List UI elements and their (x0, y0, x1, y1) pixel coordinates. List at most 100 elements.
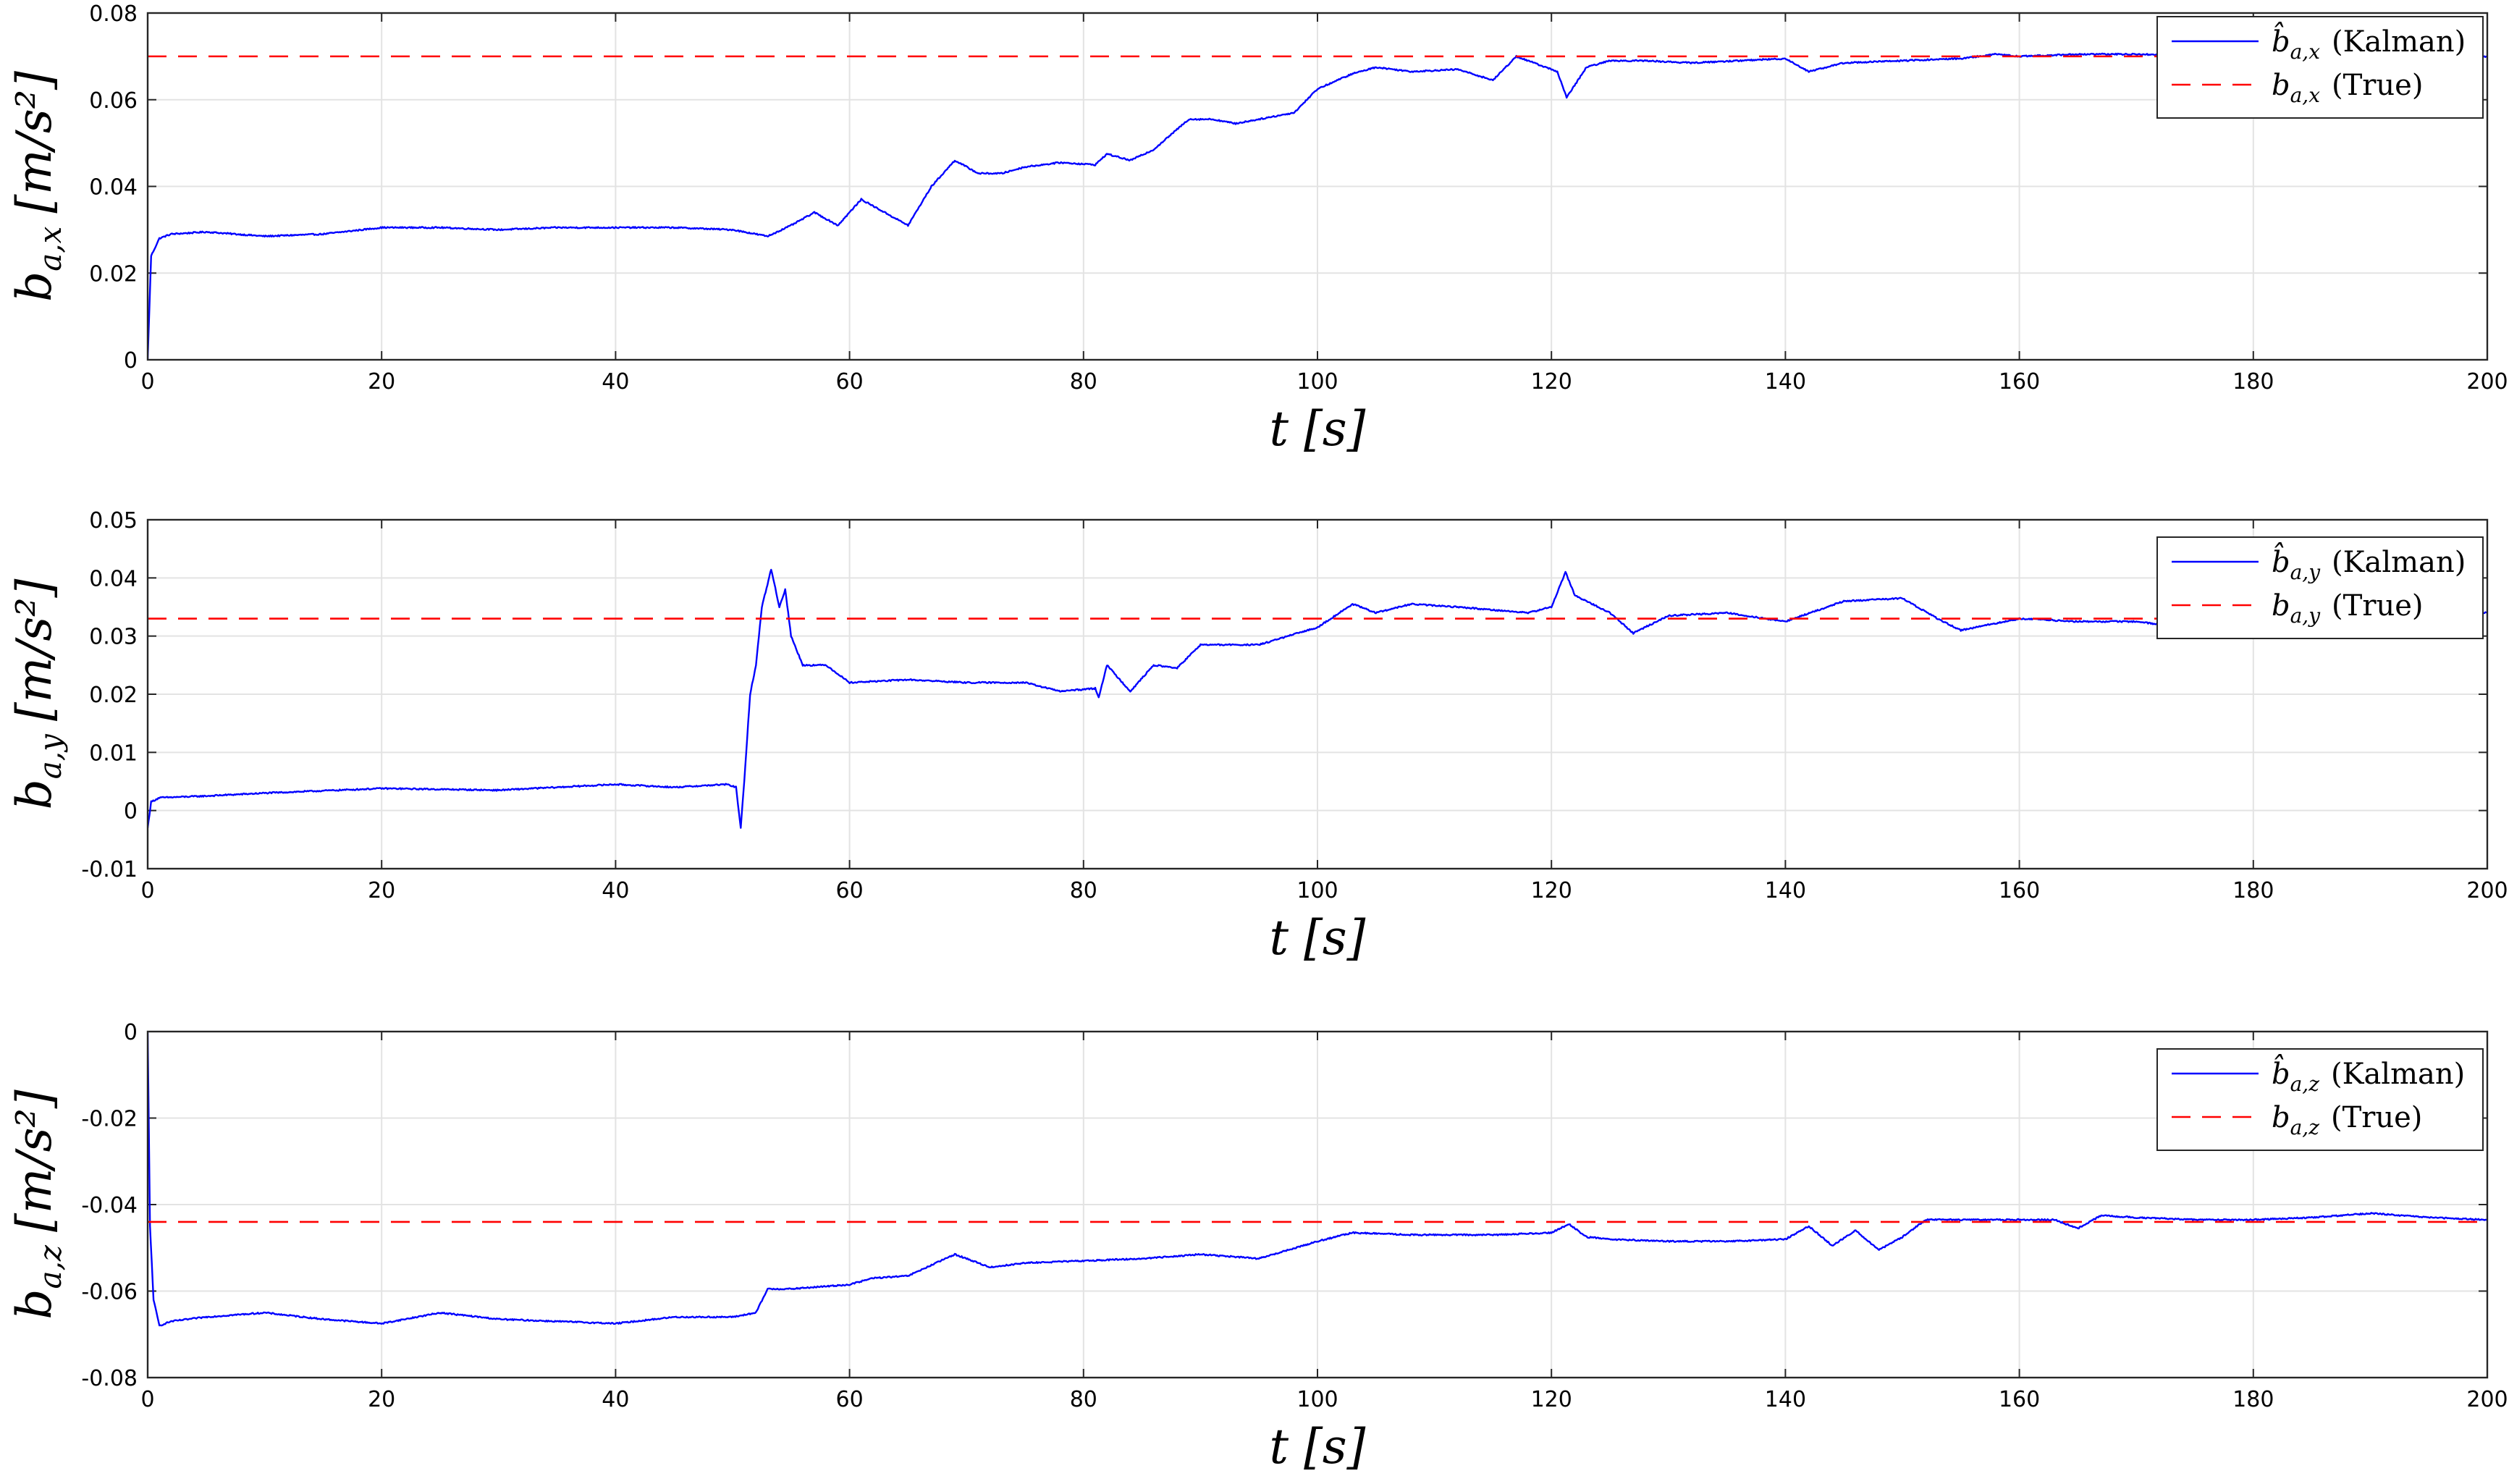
x-tick-label: 180 (2232, 1387, 2274, 1412)
legend-symbol: b̂ (2272, 1055, 2290, 1091)
y-tick-label: 0.01 (89, 741, 138, 766)
y-tick-label: -0.02 (81, 1107, 138, 1132)
x-tick-label: 40 (602, 369, 629, 395)
x-tick-label: 40 (602, 878, 629, 903)
series-kalman-line (148, 52, 2487, 360)
axes-box (146, 1030, 2489, 1379)
legend-entry: b̂a,y (Kalman) (2272, 543, 2466, 584)
legend-suffix: (True) (2332, 589, 2423, 623)
x-axis-label: t [s] (1270, 910, 1366, 966)
y-tick-label: 0 (124, 348, 138, 374)
x-tick-label: 100 (1296, 369, 1338, 395)
x-tick-label: 160 (1999, 1387, 2040, 1412)
x-tick-label: 0 (140, 878, 154, 903)
legend: b̂a,x (Kalman) ba,x (True) (2156, 16, 2484, 119)
x-tick-label: 60 (836, 1387, 864, 1412)
legend-entry: ba,x (True) (2272, 69, 2423, 107)
x-axis-label-unit: [s] (1304, 401, 1366, 457)
x-tick-label: 120 (1531, 1387, 1572, 1412)
legend-symbol: b̂ (2272, 543, 2290, 579)
legend-symbol: b̂ (2272, 22, 2290, 59)
y-tick-label: -0.01 (81, 857, 138, 882)
legend: b̂a,z (Kalman)ba,z (True) (2156, 1048, 2484, 1151)
y-tick-label: 0.06 (89, 88, 138, 114)
legend-symbol: b (2272, 69, 2290, 102)
x-axis-label-var: t (1270, 401, 1304, 457)
y-tick-label: 0 (124, 799, 138, 825)
y-tick-label: -0.08 (81, 1366, 138, 1391)
y-tick-label: 0.02 (89, 261, 138, 287)
legend-entry: ba,z (True) (2272, 1101, 2422, 1139)
x-tick-label: 140 (1765, 1387, 1806, 1412)
series-kalman-line (148, 568, 2487, 829)
x-tick-label: 20 (368, 369, 395, 395)
y-tick-label: 0.04 (89, 566, 138, 591)
x-tick-label: 160 (1999, 369, 2040, 395)
legend-box (2156, 536, 2484, 639)
legend-subscript: a,z (2290, 1072, 2320, 1096)
x-tick-label: 180 (2232, 369, 2274, 395)
x-tick-label: 140 (1765, 369, 1806, 395)
x-tick-label: 40 (602, 1387, 629, 1412)
legend-suffix: (Kalman) (2332, 546, 2466, 579)
legend-subscript: a,x (2290, 83, 2321, 107)
axes-box (146, 12, 2489, 361)
y-tick-label: 0.03 (89, 625, 138, 650)
x-tick-label: 0 (140, 1387, 154, 1412)
x-tick-label: 80 (1070, 1387, 1097, 1412)
x-tick-label: 140 (1765, 878, 1806, 903)
x-tick-label: 80 (1070, 369, 1097, 395)
y-axis-label-unit: [m/s²] (7, 1089, 62, 1232)
x-tick-label: 120 (1531, 878, 1572, 903)
y-tick-label: 0.05 (89, 508, 138, 534)
x-tick-label: 120 (1531, 369, 1572, 395)
legend-box (2156, 1048, 2484, 1151)
y-tick-label: -0.04 (81, 1193, 138, 1218)
y-tick-label: 0.02 (89, 683, 138, 708)
legend-suffix: (Kalman) (2332, 25, 2466, 59)
x-axis-label-unit: [s] (1304, 1419, 1366, 1475)
x-axis-label-var: t (1270, 910, 1304, 966)
x-tick-label: 60 (836, 878, 864, 903)
panel-3: 0 20 40 60 80 100 120 140 160 180 200 -0.08 -0.06 -0.… (7, 1020, 2508, 1475)
y-axis-label-symbol: b (7, 779, 62, 809)
legend-symbol: b (2272, 1101, 2290, 1134)
y-tick-label: 0.08 (89, 1, 138, 27)
legend-subscript: a,y (2290, 604, 2322, 628)
legend-symbol: b (2272, 589, 2290, 623)
x-tick-label: 20 (368, 1387, 395, 1412)
y-tick-label: 0 (124, 1020, 138, 1045)
axes-box (146, 518, 2489, 870)
legend-subscript: a,x (2290, 40, 2321, 64)
legend-suffix: (Kalman) (2331, 1058, 2465, 1091)
x-tick-label: 160 (1999, 878, 2040, 903)
x-tick-label: 180 (2232, 878, 2274, 903)
y-axis-label: ba,z [m/s²] (7, 1089, 68, 1320)
panel-2: 0 20 40 60 80 100 120 140 160 180 200-0.0100.010.0… (7, 508, 2508, 966)
legend-entry: b̂a,x (Kalman) (2272, 22, 2466, 64)
y-axis-label-subscript: a,y (33, 733, 68, 779)
legend-box (2156, 16, 2484, 119)
x-tick-label: 0 (140, 369, 154, 395)
y-axis-label-subscript: a,z (33, 1244, 68, 1289)
y-axis-label-unit: [m/s²] (7, 578, 62, 721)
legend-subscript: a,z (2290, 1116, 2320, 1139)
x-axis-label: t [s] (1270, 401, 1366, 457)
y-tick-label: 0.04 (89, 175, 138, 201)
legend-subscript: a,y (2290, 560, 2322, 584)
legend-suffix: (True) (2332, 69, 2423, 102)
y-axis-label: ba,y [m/s²] (7, 578, 68, 809)
x-tick-label: 80 (1070, 878, 1097, 903)
x-tick-label: 100 (1296, 1387, 1338, 1412)
x-tick-label: 100 (1296, 878, 1338, 903)
series-kalman-line (148, 1032, 2487, 1327)
y-axis-label-unit: [m/s²] (7, 71, 62, 214)
y-axis-label-symbol: b (7, 1289, 62, 1319)
legend-entry: b̂a,z (Kalman) (2272, 1055, 2465, 1096)
legend-suffix: (True) (2331, 1101, 2422, 1134)
x-tick-label: 200 (2466, 1387, 2508, 1412)
panel-1: 0 20 40 60 80 100 120 140 160 180 200 0 0.02 0.04 0.06… (7, 1, 2508, 457)
x-tick-label: 20 (368, 878, 395, 903)
